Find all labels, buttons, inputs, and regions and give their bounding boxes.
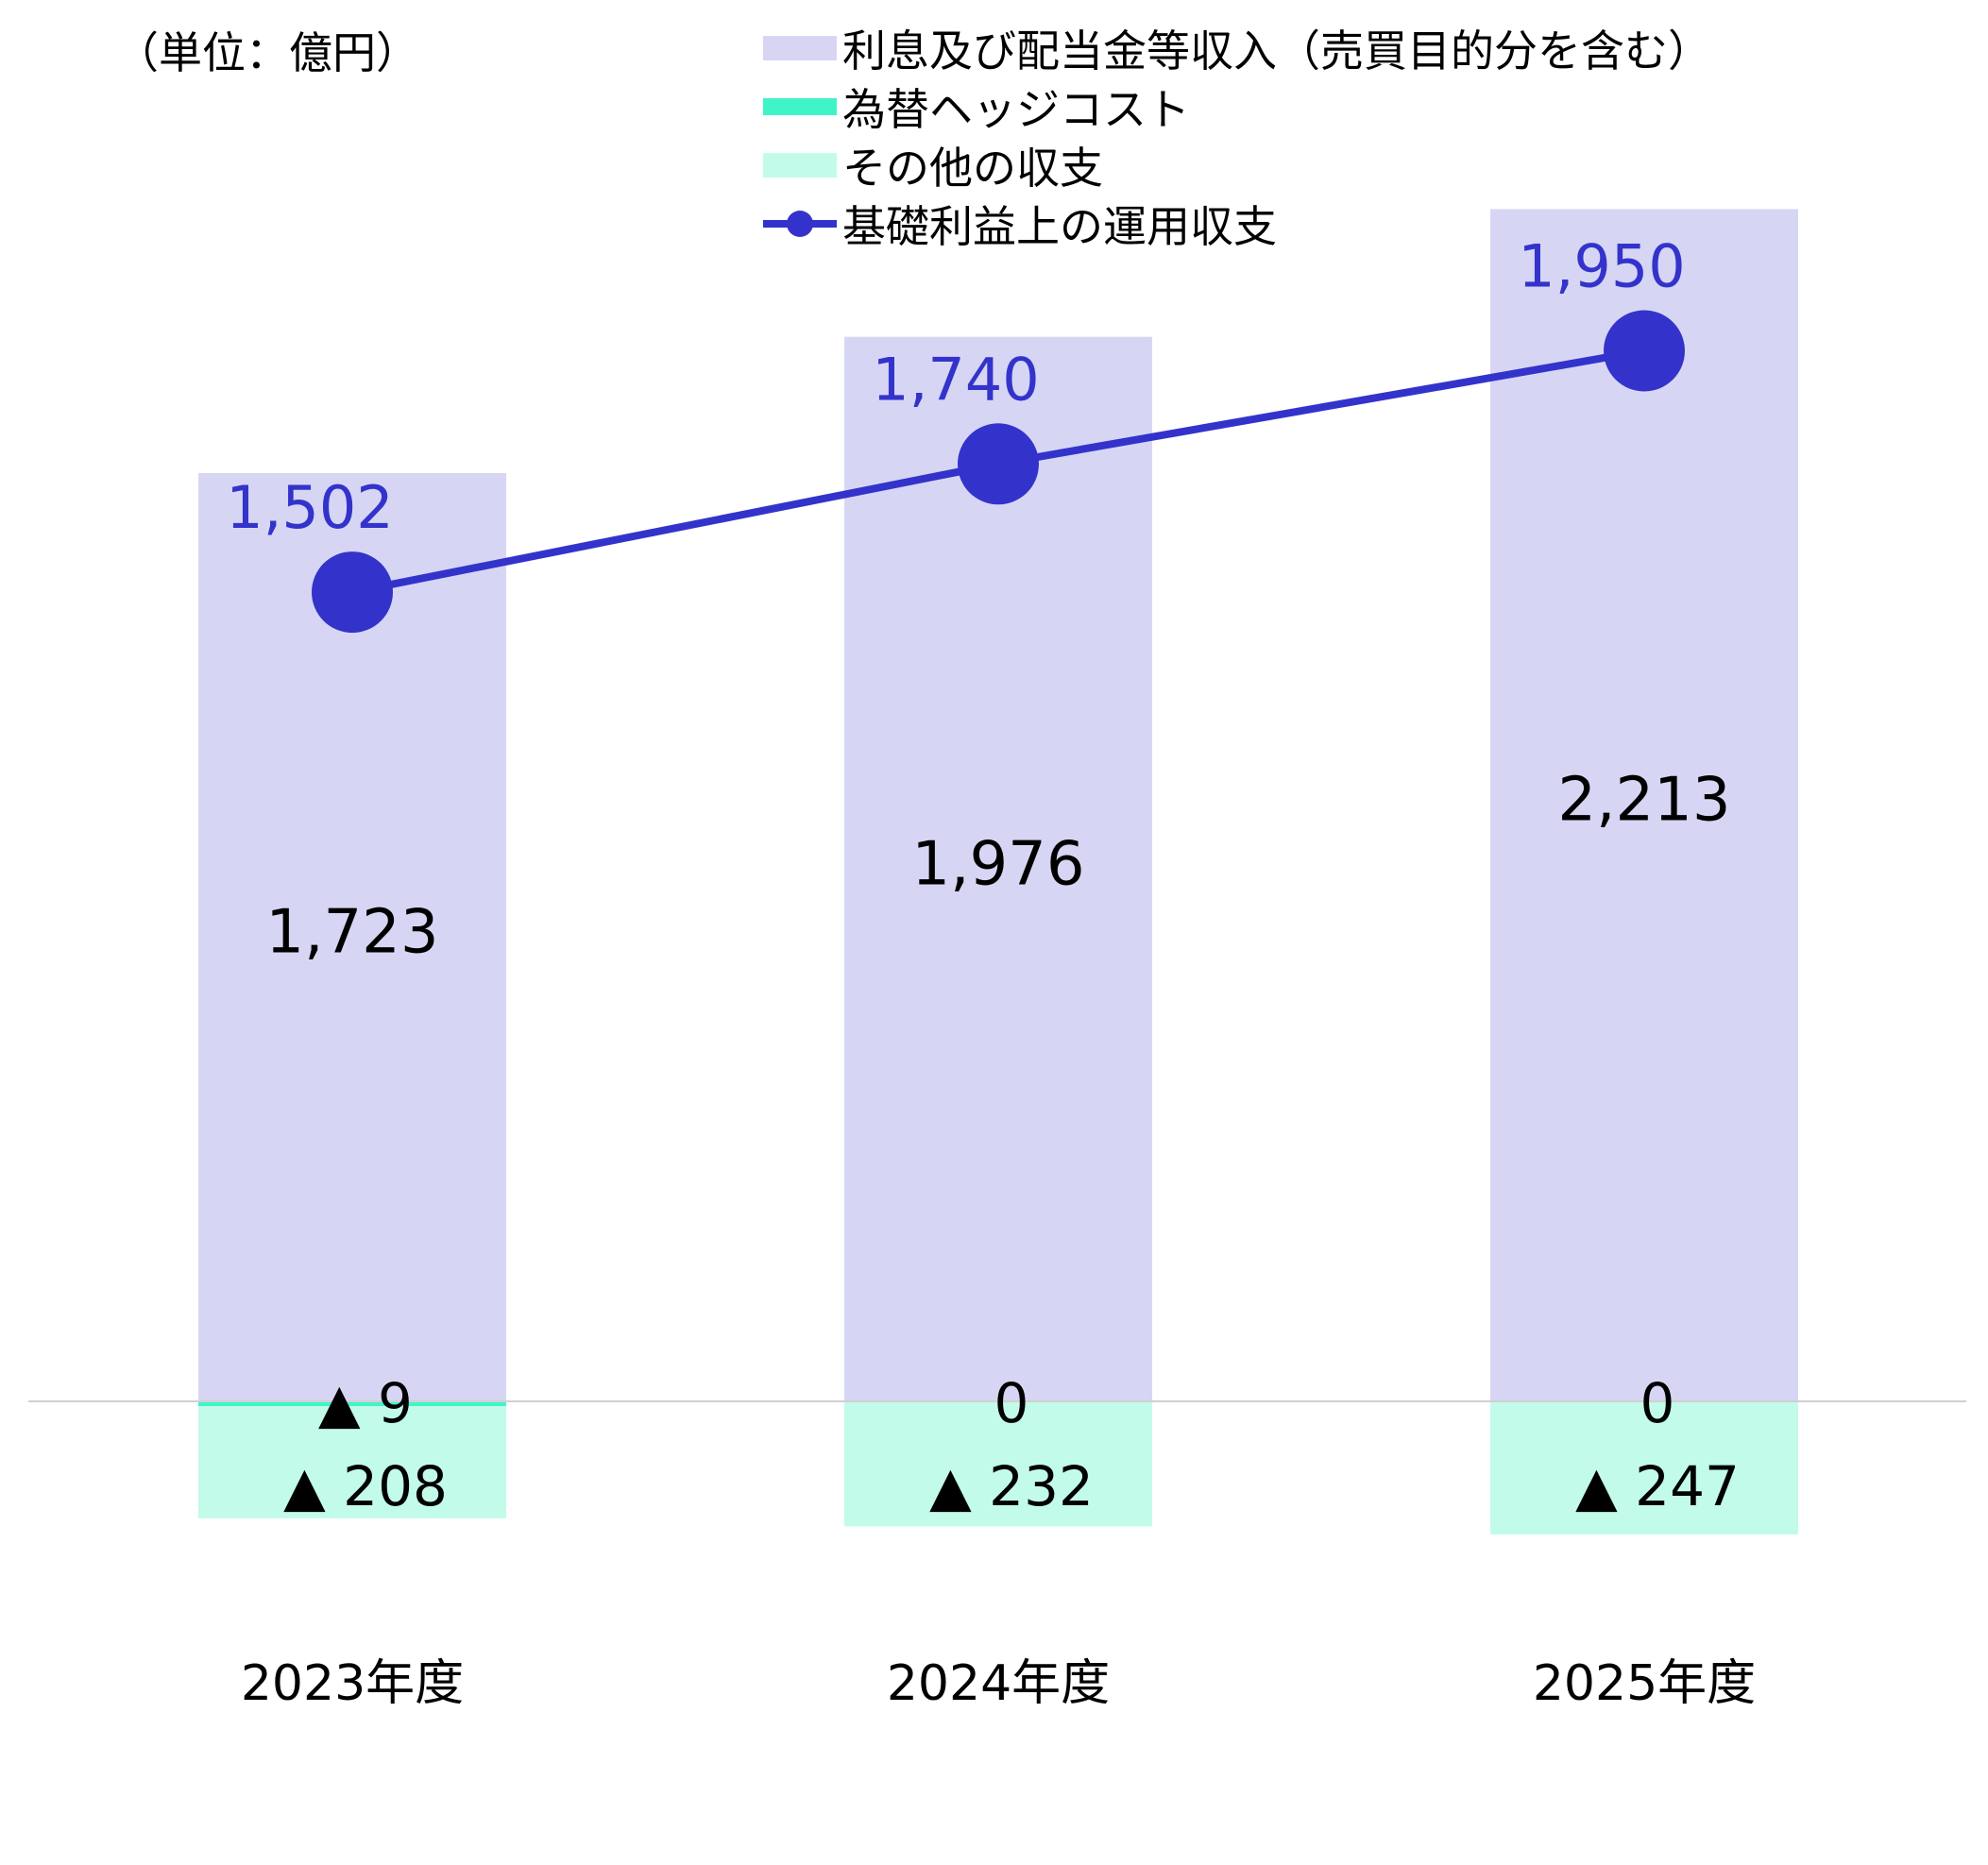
legend-item-line: 基礎利益上の運用収支: [763, 195, 1711, 253]
unit-label: （単位：億円）: [115, 27, 419, 78]
label-interest-1: 1,976: [911, 829, 1084, 899]
label-hedge-0: ▲ 9: [318, 1371, 413, 1435]
line-label-0: 1,502: [226, 473, 394, 542]
legend: 利息及び配当金等収入（売買目的分を含む） 為替ヘッジコスト その他の収支 基礎利…: [763, 19, 1711, 253]
line-label-2: 1,950: [1518, 231, 1686, 300]
bar-interest-2: [1490, 209, 1798, 1401]
bar-hedge-0: [198, 1401, 506, 1407]
category-label-2: 2025年度: [1533, 1655, 1756, 1712]
category-label-1: 2024年度: [887, 1655, 1110, 1712]
bar-other-2: [1490, 1401, 1798, 1534]
label-other-2: ▲ 247: [1575, 1454, 1740, 1518]
legend-item-interest: 利息及び配当金等収入（売買目的分を含む）: [763, 19, 1711, 77]
legend-label-line: 基礎利益上の運用収支: [842, 201, 1277, 252]
legend-label-interest: 利息及び配当金等収入（売買目的分を含む）: [842, 25, 1711, 76]
legend-swatch-interest: [763, 19, 837, 77]
bar-other-1: [844, 1401, 1152, 1527]
label-other-0: ▲ 208: [283, 1454, 448, 1518]
bar-interest-1: [844, 336, 1152, 1401]
legend-swatch-line: [763, 195, 837, 253]
legend-swatch-other: [763, 136, 837, 195]
legend-swatch-hedge: [763, 77, 837, 136]
legend-item-hedge: 為替ヘッジコスト: [763, 77, 1711, 136]
line-label-1: 1,740: [872, 345, 1040, 414]
line-marker-1: [958, 423, 1039, 505]
label-interest-2: 2,213: [1557, 766, 1730, 836]
bar-other-0: [198, 1406, 506, 1518]
legend-label-hedge: 為替ヘッジコスト: [842, 84, 1190, 135]
label-hedge-1: 0: [994, 1371, 1029, 1435]
category-label-0: 2023年度: [241, 1655, 464, 1712]
legend-label-other: その他の収支: [842, 143, 1103, 194]
legend-item-other: その他の収支: [763, 136, 1711, 195]
line-marker-0: [312, 551, 393, 634]
label-interest-0: 1,723: [265, 898, 438, 968]
label-other-1: ▲ 232: [929, 1454, 1094, 1518]
label-hedge-2: 0: [1640, 1371, 1675, 1435]
line-marker-2: [1604, 310, 1685, 392]
